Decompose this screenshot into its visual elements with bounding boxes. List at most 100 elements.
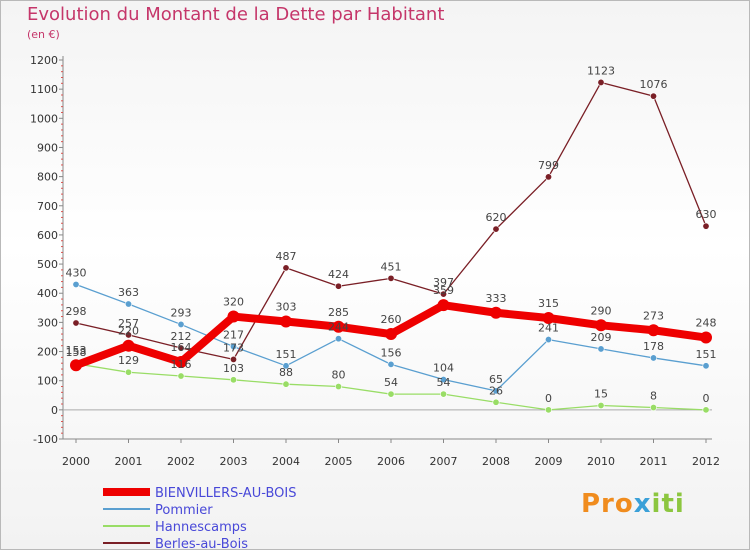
data-label: 164 [171, 341, 192, 354]
data-point [282, 380, 290, 388]
data-label: 241 [538, 322, 559, 335]
data-label: 151 [276, 348, 297, 361]
data-label: 244 [328, 321, 349, 334]
data-label: 151 [696, 348, 717, 361]
y-tick-label: 800 [37, 171, 58, 184]
data-label: 303 [276, 301, 297, 314]
data-label: 333 [486, 292, 507, 305]
data-label: 620 [486, 211, 507, 224]
data-point [649, 404, 657, 412]
y-tick-label: 300 [37, 316, 58, 329]
data-point [227, 310, 240, 323]
data-point [230, 355, 238, 363]
data-point [387, 390, 395, 398]
data-label: 260 [381, 313, 402, 326]
x-tick-label: 2003 [220, 455, 248, 468]
data-point [439, 390, 447, 398]
data-point [230, 343, 238, 351]
data-label: 0 [703, 392, 710, 405]
data-label: 424 [328, 268, 349, 281]
x-tick-label: 2006 [377, 455, 405, 468]
y-tick-label: 900 [37, 141, 58, 154]
x-tick-label: 2000 [62, 455, 90, 468]
data-point [175, 356, 187, 369]
data-point [177, 320, 185, 328]
data-label: 315 [538, 297, 559, 310]
data-label: 359 [433, 284, 454, 297]
y-tick-label: 400 [37, 287, 58, 300]
data-label: 173 [223, 341, 244, 354]
data-point [387, 274, 395, 282]
data-point [387, 360, 395, 368]
y-tick-label: 100 [37, 375, 58, 388]
data-point [125, 300, 133, 308]
data-label: 290 [591, 304, 612, 317]
data-point [597, 78, 605, 86]
data-label: 212 [171, 330, 192, 343]
data-point [700, 331, 712, 344]
x-tick-label: 2002 [167, 455, 195, 468]
data-label: 217 [223, 329, 244, 342]
data-label: 0 [545, 392, 552, 405]
data-label: 54 [384, 376, 398, 389]
y-tick-label: 1200 [30, 54, 58, 67]
data-point [70, 359, 82, 372]
data-point [439, 290, 447, 298]
legend-label: BIENVILLERS-AU-BOIS [155, 486, 296, 501]
data-label: 397 [433, 276, 454, 289]
data-point [544, 336, 552, 344]
data-label: 430 [66, 266, 87, 279]
data-point [542, 312, 555, 325]
y-tick-label: 700 [37, 200, 58, 213]
series-points [70, 78, 712, 414]
data-label: 8 [650, 390, 657, 403]
y-tick-label: -100 [33, 433, 58, 446]
data-label: 257 [118, 317, 139, 330]
data-point [332, 320, 345, 333]
data-point [595, 319, 607, 332]
data-label: 153 [66, 344, 87, 357]
data-point [544, 173, 552, 181]
data-point [492, 225, 500, 233]
data-point [334, 335, 342, 343]
x-tick-label: 2012 [692, 455, 720, 468]
data-point [177, 344, 185, 352]
x-tick-label: 2011 [640, 455, 668, 468]
chart-title: Evolution du Montant de la Dette par Hab… [27, 4, 445, 25]
proxiti-logo: Proxiti [581, 489, 685, 519]
data-label: 273 [643, 309, 664, 322]
data-label: 298 [66, 305, 87, 318]
data-point [492, 398, 500, 406]
data-label: 156 [381, 346, 402, 359]
legend-label: Berles-au-Bois [155, 537, 248, 550]
data-point [437, 299, 450, 312]
data-point [177, 372, 185, 380]
x-tick-label: 2001 [115, 455, 143, 468]
x-tick-label: 2008 [482, 455, 510, 468]
data-point [125, 331, 133, 339]
data-label: 80 [332, 369, 346, 382]
data-point [72, 280, 80, 288]
data-labels: 430 363 293 217 151 244 156 104 65 241 209 178 151 15… [66, 64, 717, 404]
data-point [125, 368, 133, 376]
data-point [282, 264, 290, 272]
data-point [72, 319, 80, 327]
y-tick-label: 600 [37, 229, 58, 242]
data-label: 65 [489, 373, 503, 386]
data-label: 54 [437, 376, 451, 389]
data-point [649, 354, 657, 362]
x-tick-label: 2010 [587, 455, 615, 468]
data-label: 209 [591, 331, 612, 344]
data-point [492, 387, 500, 395]
y-tick-label: 1000 [30, 112, 58, 125]
data-label: 1123 [587, 64, 615, 77]
x-tick-label: 2007 [430, 455, 458, 468]
data-label: 88 [279, 366, 293, 379]
data-label: 26 [489, 384, 503, 397]
data-point [282, 362, 290, 370]
y-tick-label: 200 [37, 346, 58, 359]
data-point [490, 306, 502, 319]
data-label: 158 [66, 346, 87, 359]
